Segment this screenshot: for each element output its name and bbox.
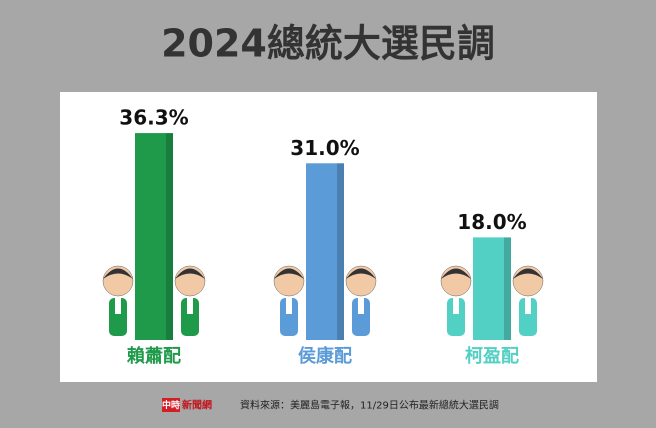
candidate-hair	[346, 268, 376, 279]
candidate-hair	[103, 268, 133, 279]
candidate-shirt	[187, 298, 193, 314]
candidate-hair	[274, 268, 304, 279]
logo-box	[162, 398, 180, 412]
value-label: 36.3%	[119, 106, 188, 130]
candidate-hair	[175, 268, 205, 279]
candidate-shirt	[453, 298, 459, 314]
candidate-shirt	[286, 298, 292, 314]
candidate-body	[181, 298, 199, 336]
value-label: 18.0%	[457, 210, 526, 234]
bar-shade	[504, 237, 511, 340]
value-label: 31.0%	[290, 136, 359, 160]
logo: 中時	[162, 399, 180, 411]
source-note: 資料來源：美麗島電子報，11/29日公布最新總統大選民調	[240, 399, 499, 412]
chart-title: 2024總統大選民調	[161, 22, 495, 66]
bar-shade	[337, 163, 344, 340]
candidate-hair	[513, 268, 543, 279]
candidate-hair	[441, 268, 471, 279]
candidate-shirt	[525, 298, 531, 314]
bar	[306, 163, 344, 340]
category-label: 賴蕭配	[127, 345, 181, 367]
candidate-body	[280, 298, 298, 336]
candidate-shirt	[358, 298, 364, 314]
logo-suffix: 新聞網	[182, 399, 212, 412]
candidate-body	[519, 298, 537, 336]
candidate-shirt	[115, 298, 121, 314]
category-label: 侯康配	[298, 345, 352, 367]
bar	[473, 237, 511, 340]
candidate-body	[109, 298, 127, 336]
bar	[135, 133, 173, 340]
candidate-body	[352, 298, 370, 336]
category-label: 柯盈配	[465, 345, 519, 367]
bar-shade	[166, 133, 173, 340]
candidate-body	[447, 298, 465, 336]
